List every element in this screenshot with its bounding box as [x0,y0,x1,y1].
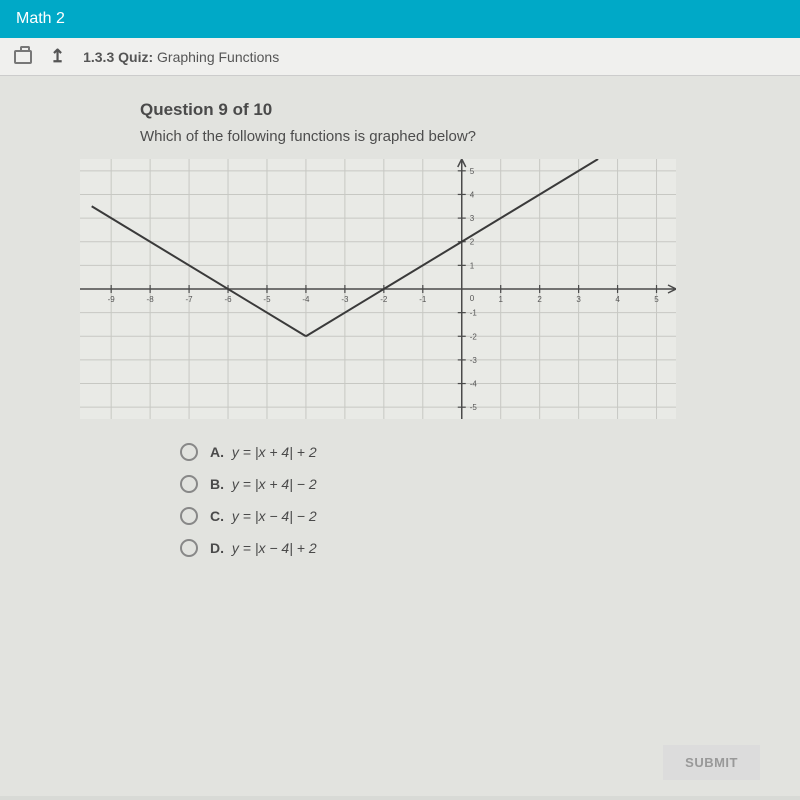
svg-text:-8: -8 [147,295,155,304]
quiz-word: Quiz: [118,49,153,65]
submit-label: SUBMIT [685,755,738,770]
svg-text:5: 5 [470,167,475,176]
svg-text:-5: -5 [470,403,478,412]
option-text: A. y = |x + 4| + 2 [210,444,317,460]
svg-text:3: 3 [576,295,581,304]
svg-text:-1: -1 [470,309,478,318]
radio-icon[interactable] [180,443,198,461]
svg-text:-4: -4 [302,295,310,304]
svg-text:3: 3 [470,214,475,223]
option-text: D. y = |x − 4| + 2 [210,540,317,556]
svg-text:4: 4 [470,190,475,199]
graph-area: -9 -8 -7 -6 -5 -4 -3 -2 -1 1 2 3 4 5 -5 -4 -3 -2 -1 1 2 3 4 5 0 [80,159,676,419]
answer-options: A. y = |x + 4| + 2 B. y = |x + 4| − 2 C. y… [180,443,800,557]
svg-text:-2: -2 [470,332,478,341]
question-content: Question 9 of 10 Which of the following … [0,76,800,796]
option-a[interactable]: A. y = |x + 4| + 2 [180,443,800,461]
quiz-subbar: ↥ 1.3.3 Quiz: Graphing Functions [0,38,800,76]
svg-text:-3: -3 [341,295,349,304]
question-prompt: Which of the following functions is grap… [140,128,800,145]
svg-text:-4: -4 [470,380,478,389]
svg-text:5: 5 [654,295,659,304]
function-graph: -9 -8 -7 -6 -5 -4 -3 -2 -1 1 2 3 4 5 -5 -4 -3 -2 -1 1 2 3 4 5 0 [80,159,676,419]
submit-button[interactable]: SUBMIT [663,745,760,780]
section-number: 1.3.3 [83,49,114,65]
svg-text:-6: -6 [224,295,232,304]
option-c[interactable]: C. y = |x − 4| − 2 [180,507,800,525]
radio-icon[interactable] [180,507,198,525]
svg-text:-2: -2 [380,295,388,304]
radio-icon[interactable] [180,475,198,493]
svg-text:-5: -5 [263,295,271,304]
svg-text:4: 4 [615,295,620,304]
option-b[interactable]: B. y = |x + 4| − 2 [180,475,800,493]
option-text: C. y = |x − 4| − 2 [210,508,317,524]
quiz-breadcrumb: 1.3.3 Quiz: Graphing Functions [83,49,279,65]
quiz-title: Graphing Functions [157,49,279,65]
svg-text:-9: -9 [108,295,116,304]
briefcase-icon[interactable] [14,50,32,64]
svg-text:-3: -3 [470,356,478,365]
svg-text:2: 2 [537,295,542,304]
option-d[interactable]: D. y = |x − 4| + 2 [180,539,800,557]
course-topbar: Math 2 [0,0,800,38]
question-heading: Question 9 of 10 [140,100,800,120]
option-text: B. y = |x + 4| − 2 [210,476,317,492]
svg-text:1: 1 [470,261,475,270]
svg-text:0: 0 [470,294,475,303]
svg-text:1: 1 [498,295,503,304]
svg-text:-7: -7 [186,295,194,304]
course-title: Math 2 [16,10,65,27]
svg-text:2: 2 [470,238,475,247]
back-arrow-icon[interactable]: ↥ [50,46,65,67]
radio-icon[interactable] [180,539,198,557]
svg-text:-1: -1 [419,295,427,304]
